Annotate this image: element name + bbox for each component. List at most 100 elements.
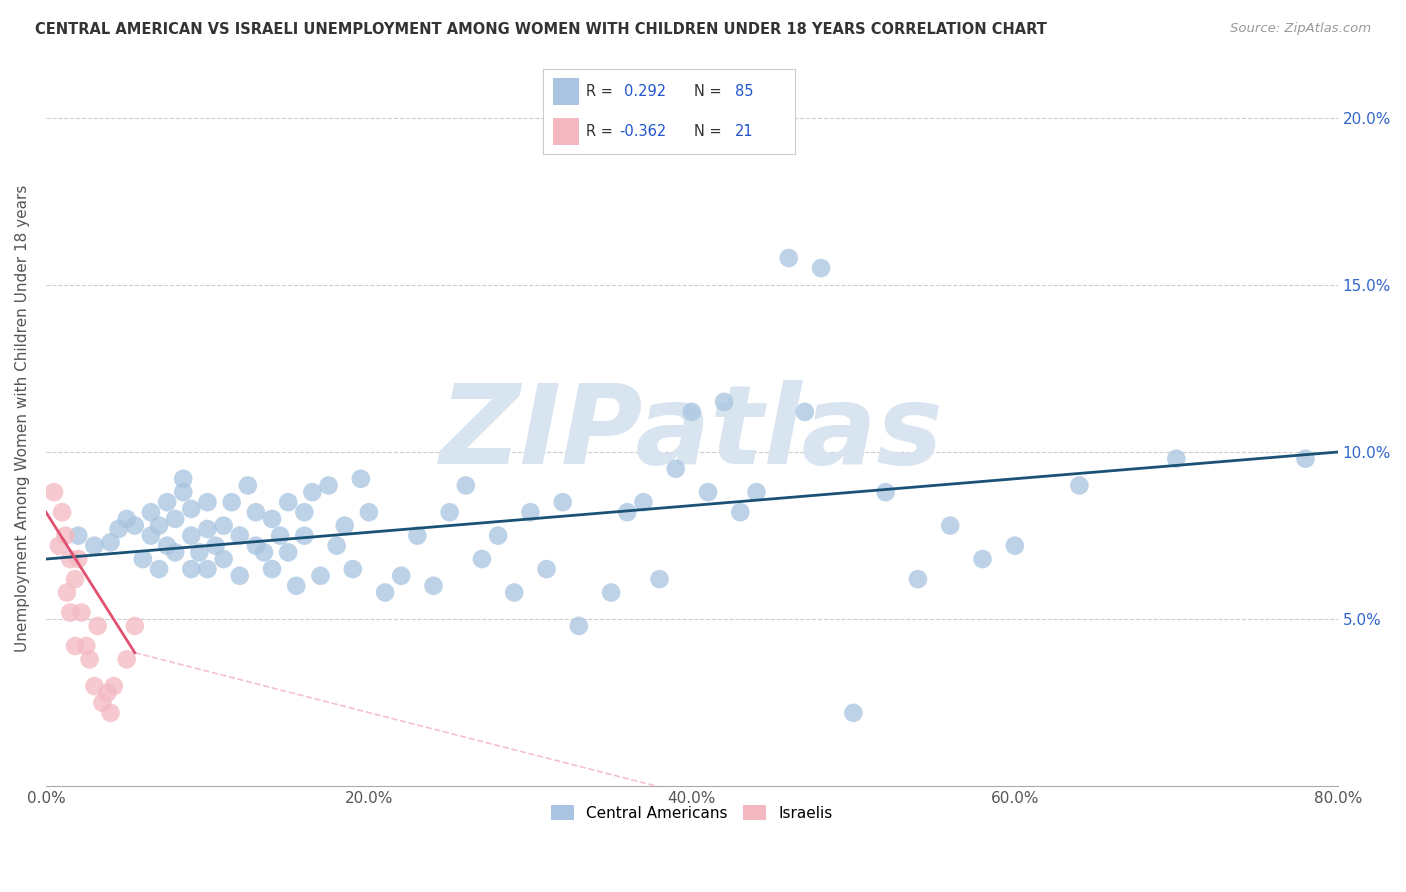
Point: [83, 539, 105, 553]
Point: [100, 706, 122, 720]
Point: [1069, 478, 1091, 492]
Point: [48, 539, 70, 553]
Point: [439, 505, 461, 519]
Point: [939, 518, 962, 533]
Point: [309, 568, 332, 582]
Text: ZIPatlas: ZIPatlas: [440, 380, 943, 487]
Point: [730, 505, 752, 519]
Point: [616, 505, 638, 519]
Point: [83, 679, 105, 693]
Point: [229, 568, 252, 582]
Point: [277, 495, 299, 509]
Point: [197, 495, 219, 509]
Point: [665, 461, 688, 475]
Point: [115, 652, 138, 666]
Point: [842, 706, 865, 720]
Point: [325, 539, 347, 553]
Point: [285, 579, 308, 593]
Point: [70, 606, 93, 620]
Point: [292, 528, 315, 542]
Point: [63, 639, 86, 653]
Point: [53, 528, 76, 542]
Point: [536, 562, 558, 576]
Y-axis label: Unemployment Among Women with Children Under 18 years: Unemployment Among Women with Children U…: [15, 185, 30, 652]
Point: [204, 539, 226, 553]
Point: [292, 505, 315, 519]
Point: [132, 552, 155, 566]
Point: [1166, 451, 1188, 466]
Point: [103, 679, 125, 693]
Point: [253, 545, 276, 559]
Point: [907, 572, 929, 586]
Point: [350, 472, 373, 486]
Point: [551, 495, 574, 509]
Point: [67, 528, 90, 542]
Point: [96, 686, 118, 700]
Point: [422, 579, 444, 593]
Point: [156, 539, 179, 553]
Point: [810, 261, 832, 276]
Point: [406, 528, 429, 542]
Point: [318, 478, 340, 492]
Point: [486, 528, 509, 542]
Point: [107, 522, 129, 536]
Point: [172, 472, 194, 486]
Point: [59, 606, 82, 620]
Point: [165, 512, 187, 526]
Point: [124, 518, 146, 533]
Point: [212, 518, 235, 533]
Text: Source: ZipAtlas.com: Source: ZipAtlas.com: [1230, 22, 1371, 36]
Point: [100, 535, 122, 549]
Point: [180, 528, 202, 542]
Point: [713, 395, 735, 409]
Point: [260, 512, 283, 526]
Point: [51, 505, 73, 519]
Point: [745, 485, 768, 500]
Point: [79, 652, 101, 666]
Point: [333, 518, 356, 533]
Point: [697, 485, 720, 500]
Point: [245, 505, 267, 519]
Point: [793, 405, 815, 419]
Point: [1004, 539, 1026, 553]
Point: [86, 619, 108, 633]
Point: [778, 251, 800, 265]
Point: [454, 478, 477, 492]
Point: [91, 696, 114, 710]
Point: [56, 585, 79, 599]
Point: [139, 505, 162, 519]
Point: [148, 518, 170, 533]
Point: [342, 562, 364, 576]
Point: [648, 572, 671, 586]
Point: [197, 522, 219, 536]
Point: [221, 495, 243, 509]
Point: [229, 528, 252, 542]
Point: [519, 505, 541, 519]
Point: [972, 552, 994, 566]
Point: [172, 485, 194, 500]
Point: [471, 552, 494, 566]
Point: [148, 562, 170, 576]
Point: [269, 528, 291, 542]
Point: [197, 562, 219, 576]
Point: [245, 539, 267, 553]
Text: CENTRAL AMERICAN VS ISRAELI UNEMPLOYMENT AMONG WOMEN WITH CHILDREN UNDER 18 YEAR: CENTRAL AMERICAN VS ISRAELI UNEMPLOYMENT…: [35, 22, 1047, 37]
Point: [260, 562, 283, 576]
Point: [139, 528, 162, 542]
Point: [212, 552, 235, 566]
Point: [156, 495, 179, 509]
Point: [875, 485, 897, 500]
Point: [681, 405, 703, 419]
Point: [59, 552, 82, 566]
Point: [115, 512, 138, 526]
Point: [124, 619, 146, 633]
Point: [503, 585, 526, 599]
Point: [63, 572, 86, 586]
Point: [42, 485, 65, 500]
Legend: Central Americans, Israelis: Central Americans, Israelis: [546, 798, 838, 827]
Point: [301, 485, 323, 500]
Point: [180, 501, 202, 516]
Point: [277, 545, 299, 559]
Point: [236, 478, 259, 492]
Point: [633, 495, 655, 509]
